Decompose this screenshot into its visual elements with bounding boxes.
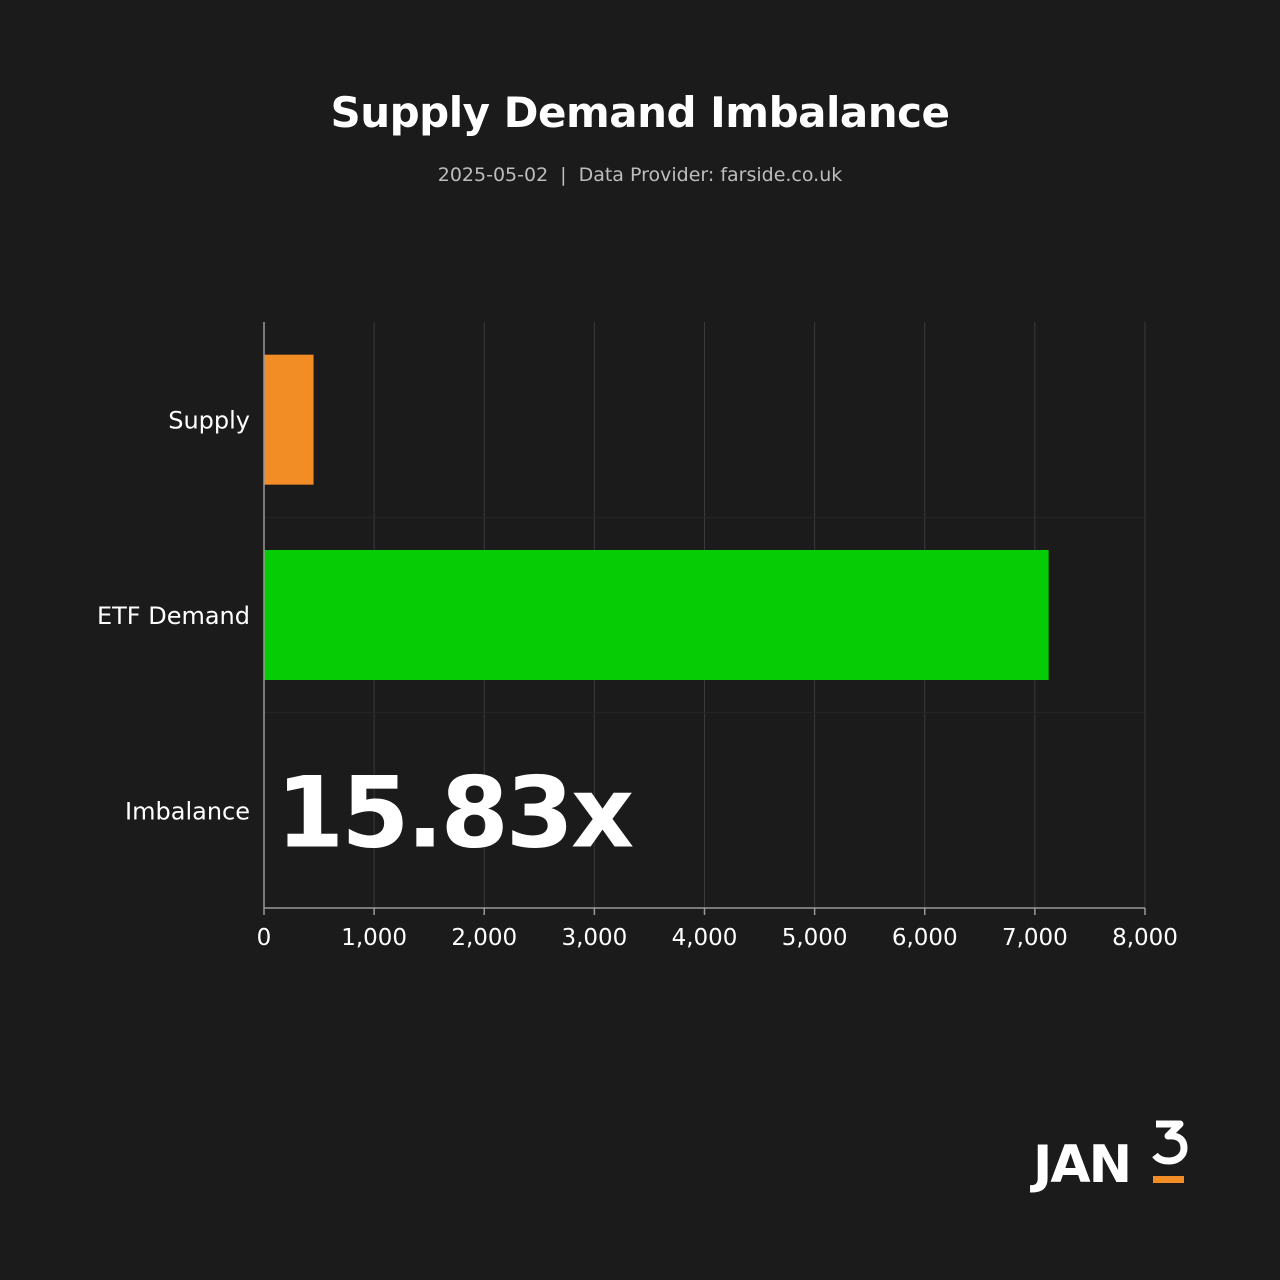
jan3-logo: JAN	[1030, 1120, 1188, 1195]
data-provider: Data Provider: farside.co.uk	[578, 164, 843, 186]
x-tick-label: 6,000	[892, 925, 958, 951]
x-tick-label: 8,000	[1112, 925, 1178, 951]
x-tick-label: 0	[257, 925, 272, 951]
chart-subtitle: 2025-05-02 | Data Provider: farside.co.uk	[0, 164, 1280, 186]
bar-supply	[264, 354, 314, 485]
x-tick-label: 5,000	[782, 925, 848, 951]
imbalance-value: 15.83x	[276, 756, 633, 870]
bar-etf-demand	[264, 550, 1049, 680]
x-tick-label: 3,000	[561, 925, 627, 951]
x-tick-label: 7,000	[1002, 925, 1068, 951]
category-label: Supply	[168, 407, 250, 435]
category-label: ETF Demand	[97, 602, 250, 630]
chart-date: 2025-05-02	[437, 164, 549, 186]
chart-title: Supply Demand Imbalance	[330, 88, 950, 137]
logo-text-jan: JAN	[1030, 1135, 1130, 1195]
subtitle-separator: |	[560, 164, 567, 186]
logo-accent-bar	[1153, 1176, 1184, 1183]
category-label: Imbalance	[125, 797, 250, 825]
x-tick-label: 1,000	[341, 925, 407, 951]
logo-three-glyph	[1152, 1120, 1188, 1165]
x-tick-label: 4,000	[672, 925, 738, 951]
x-tick-label: 2,000	[451, 925, 517, 951]
